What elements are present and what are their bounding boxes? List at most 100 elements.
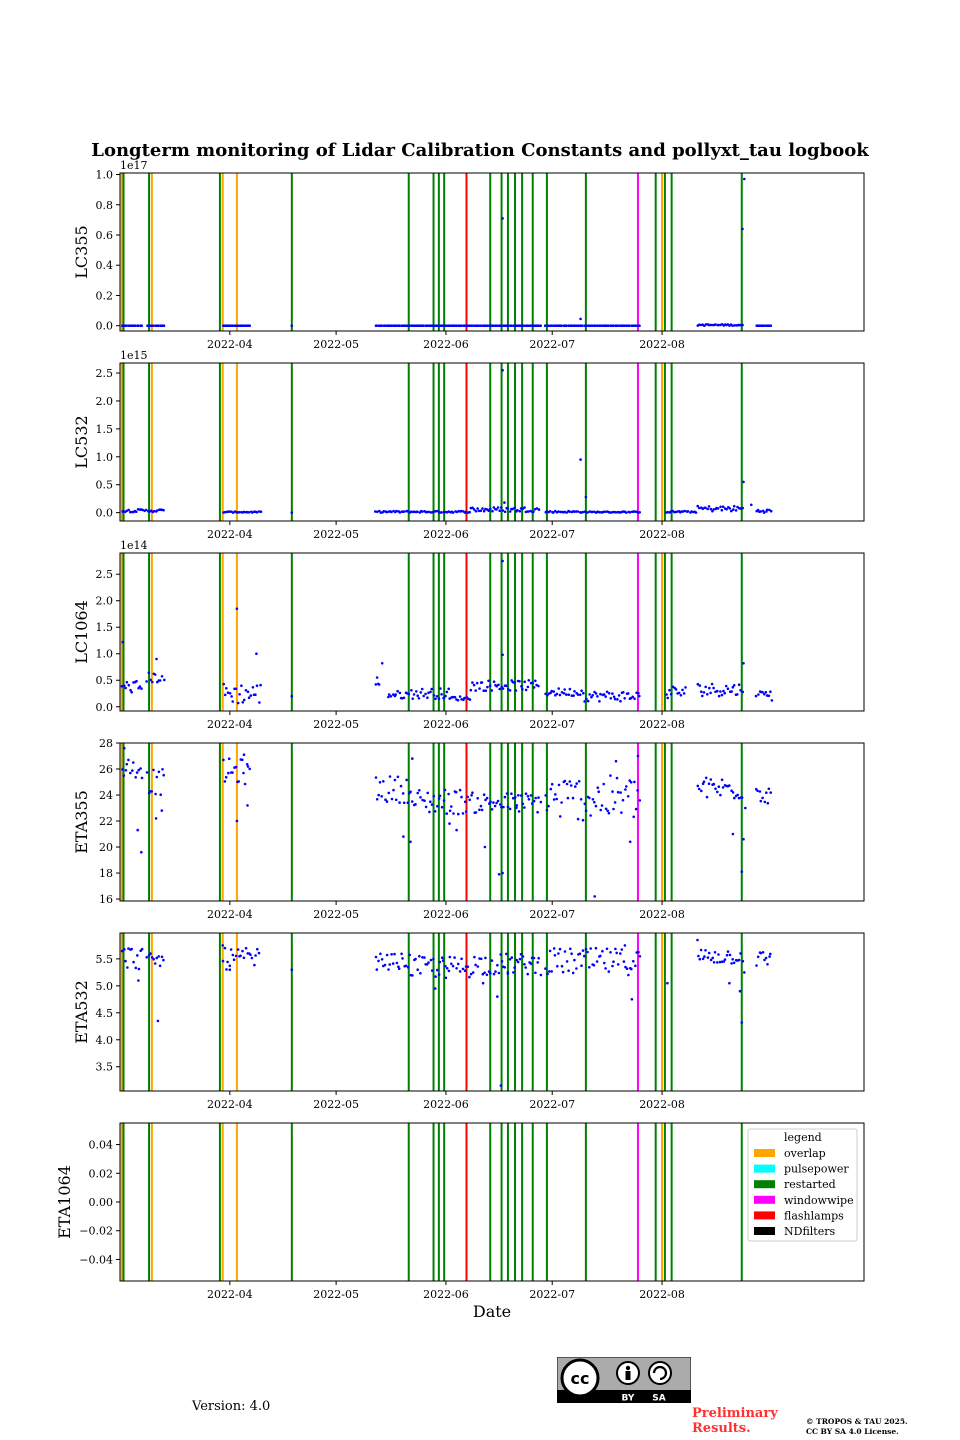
data-point [489, 800, 492, 804]
x-tick-label: 2022-07 [529, 338, 575, 351]
data-point [155, 657, 158, 661]
data-point [152, 509, 156, 513]
data-point [439, 687, 442, 690]
data-point [223, 946, 227, 950]
data-point [160, 955, 164, 959]
data-point [638, 694, 641, 698]
y-tick-label: 1.5 [96, 423, 114, 436]
data-point [390, 953, 393, 956]
data-point [628, 840, 632, 844]
data-point [466, 795, 470, 799]
data-point [123, 948, 126, 951]
data-point [576, 817, 580, 821]
data-point [609, 951, 612, 954]
data-point [599, 954, 602, 958]
data-point [502, 805, 505, 809]
data-point [404, 964, 408, 968]
data-point [756, 955, 760, 959]
data-point [409, 510, 413, 513]
data-point [497, 683, 500, 687]
data-point [468, 510, 472, 514]
data-point [134, 776, 137, 779]
data-point [450, 962, 453, 966]
data-point [240, 684, 243, 687]
data-point [412, 693, 416, 696]
data-point [234, 954, 238, 958]
data-point [246, 804, 249, 807]
data-point [239, 954, 242, 958]
data-point [465, 695, 469, 699]
data-point [480, 681, 484, 684]
data-point [624, 788, 627, 791]
data-point [590, 695, 593, 699]
data-point [450, 805, 453, 808]
data-point [140, 776, 144, 780]
data-point [380, 662, 384, 665]
data-point [123, 684, 126, 687]
data-point [619, 699, 622, 703]
data-point [574, 785, 577, 788]
sa-icon [648, 1361, 672, 1385]
data-point [123, 746, 126, 750]
data-point [573, 958, 576, 962]
data-point [537, 508, 541, 511]
x-tick-label: 2022-05 [313, 718, 359, 731]
data-point [377, 324, 381, 328]
cc-by-sa-badge: cc BY SA [557, 1357, 691, 1403]
data-point [482, 793, 486, 796]
preliminary-line-2: Results. [692, 1421, 751, 1436]
data-point [249, 953, 252, 957]
data-point [250, 956, 254, 960]
data-point [712, 686, 715, 690]
data-point [398, 801, 401, 804]
y-tick-label: 0.04 [89, 1139, 114, 1152]
data-point [602, 782, 605, 786]
data-point [605, 690, 609, 694]
data-point [390, 510, 393, 514]
data-point [718, 960, 722, 964]
y-axis-label: LC1064 [72, 600, 91, 664]
data-point [435, 695, 439, 698]
data-point [481, 972, 485, 976]
data-point [544, 967, 547, 970]
y-tick-label: 0.0 [96, 701, 114, 714]
data-point [482, 509, 486, 513]
data-point [222, 682, 225, 686]
data-point [440, 511, 443, 514]
y-tick-label: 0.0 [96, 320, 114, 333]
data-point [720, 778, 724, 782]
data-point [223, 780, 227, 783]
data-point [517, 794, 520, 797]
data-point [594, 946, 598, 950]
data-point [440, 956, 444, 959]
data-point [530, 802, 534, 805]
data-point [406, 324, 409, 328]
data-point [506, 324, 510, 328]
data-point [506, 507, 510, 510]
data-point [636, 754, 640, 758]
data-point [518, 680, 521, 683]
data-point [480, 808, 484, 812]
data-point [733, 796, 736, 800]
data-point [398, 511, 402, 514]
data-point [721, 505, 725, 509]
data-point [400, 952, 403, 956]
data-point [556, 964, 559, 968]
legend-swatch-pulsepower [754, 1164, 775, 1173]
data-point [555, 324, 559, 328]
data-point [375, 676, 379, 679]
data-point [717, 694, 721, 698]
data-point [501, 871, 504, 875]
data-point [567, 324, 570, 328]
data-point [499, 803, 502, 806]
data-point [486, 685, 489, 689]
data-point [558, 815, 562, 818]
data-point [158, 964, 162, 968]
data-point [736, 793, 739, 797]
axes-frame [119, 172, 865, 332]
data-point [732, 961, 736, 965]
data-point [544, 692, 547, 696]
data-point [247, 696, 251, 699]
data-point [603, 961, 606, 965]
data-point [722, 960, 726, 963]
